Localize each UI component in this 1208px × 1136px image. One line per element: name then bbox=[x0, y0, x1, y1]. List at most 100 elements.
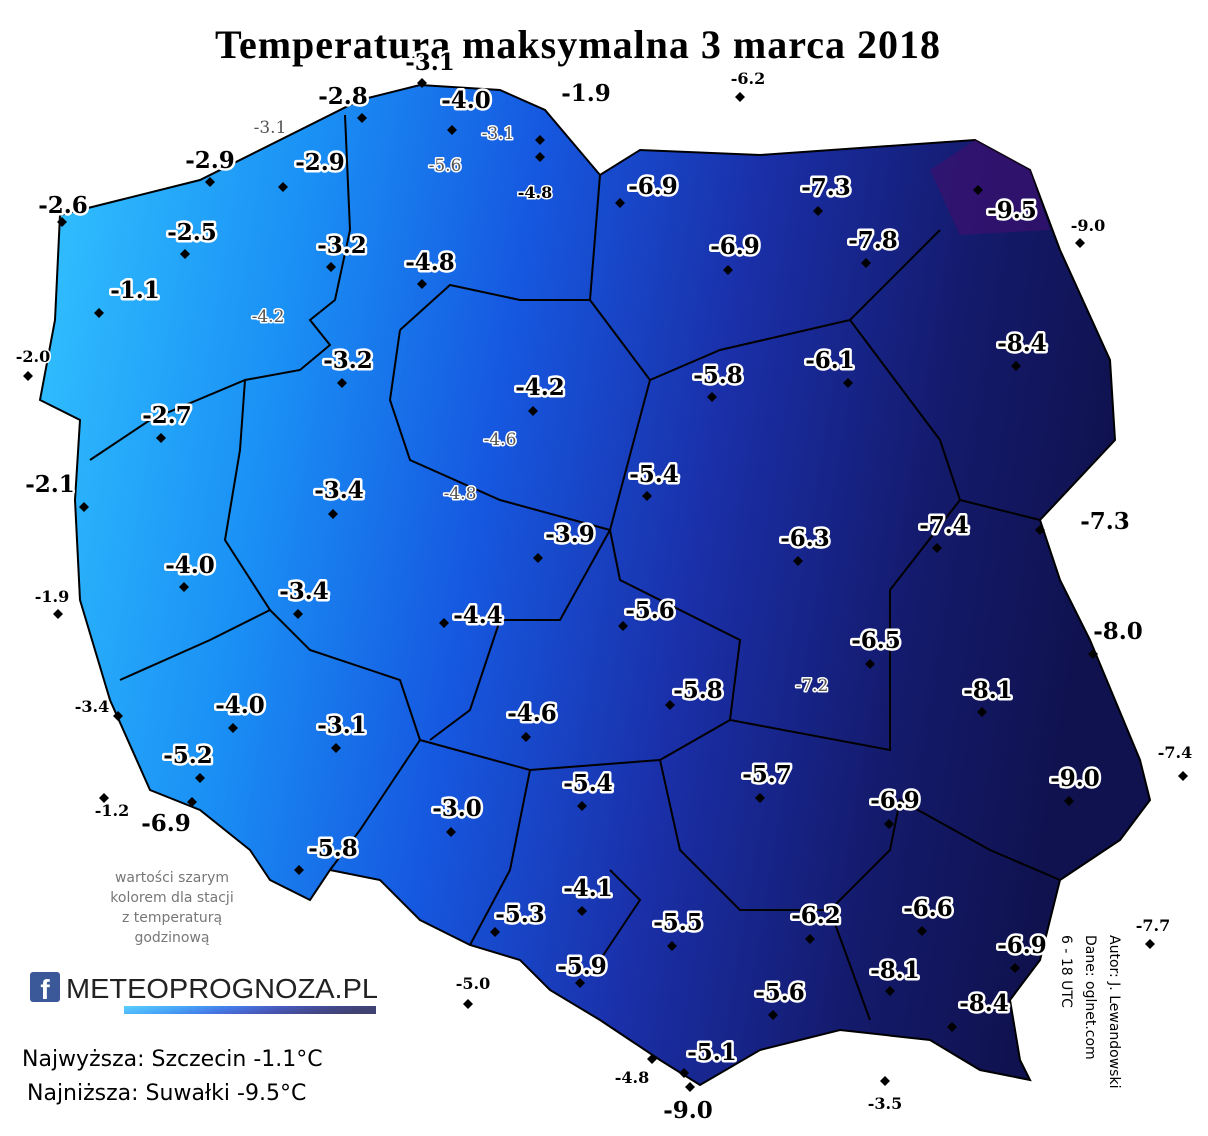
station-hourly-value: -4.6 bbox=[484, 430, 517, 450]
station-small-value: -1.2 bbox=[95, 801, 129, 820]
station-marker bbox=[337, 378, 347, 388]
station-small-value: -9.0 bbox=[1071, 216, 1105, 235]
station-value: -6.9 bbox=[870, 787, 920, 814]
note-line: z temperaturą bbox=[122, 910, 222, 926]
station-marker bbox=[861, 258, 871, 268]
station-value: -9.5 bbox=[987, 197, 1037, 224]
station-marker bbox=[973, 185, 983, 195]
station-value: -5.4 bbox=[629, 461, 679, 488]
station-marker bbox=[535, 152, 545, 162]
station-hourly-value: -4.2 bbox=[252, 307, 285, 327]
station-marker bbox=[417, 279, 427, 289]
station-value: -7.8 bbox=[848, 227, 898, 254]
station-marker bbox=[293, 609, 303, 619]
facebook-icon bbox=[30, 972, 60, 1002]
station-marker bbox=[885, 986, 895, 996]
station-value: -5.5 bbox=[653, 909, 703, 936]
station-value: -6.1 bbox=[805, 347, 855, 374]
station-value: -5.1 bbox=[687, 1039, 737, 1066]
station-small-value: -5.0 bbox=[456, 974, 490, 993]
station-value: -2.6 bbox=[38, 192, 88, 219]
station-marker bbox=[577, 801, 587, 811]
station-marker bbox=[647, 1054, 657, 1064]
station-marker bbox=[932, 543, 942, 553]
station-marker bbox=[813, 206, 823, 216]
credit-line: 6 - 18 UTC bbox=[1058, 935, 1074, 1008]
station-marker bbox=[521, 732, 531, 742]
station-hourly-value: -7.2 bbox=[796, 676, 829, 696]
station-marker bbox=[1178, 771, 1188, 781]
station-value: -6.3 bbox=[780, 525, 830, 552]
footer-max: Najwyższa: Szczecin -1.1°C bbox=[22, 1047, 323, 1072]
station-value: -6.9 bbox=[997, 932, 1047, 959]
station-marker bbox=[535, 135, 545, 145]
station-marker bbox=[228, 723, 238, 733]
station-marker bbox=[685, 1082, 695, 1092]
station-marker bbox=[768, 1010, 778, 1020]
station-marker bbox=[417, 78, 427, 88]
station-marker bbox=[865, 659, 875, 669]
station-marker bbox=[113, 711, 123, 721]
station-marker bbox=[205, 177, 215, 187]
station-marker bbox=[94, 308, 104, 318]
station-marker bbox=[57, 217, 67, 227]
footer-min: Najniższa: Suwałki -9.5°C bbox=[27, 1081, 306, 1106]
credit-line: Dane: oglnet.com bbox=[1082, 935, 1098, 1060]
station-small-value: -1.9 bbox=[35, 587, 69, 606]
station-value: -6.6 bbox=[903, 895, 953, 922]
station-marker bbox=[805, 934, 815, 944]
station-value: -4.0 bbox=[441, 87, 491, 114]
station-hourly-value: -4.8 bbox=[444, 484, 477, 504]
station-marker bbox=[1035, 525, 1045, 535]
station-value: -8.1 bbox=[870, 957, 920, 984]
station-value: -3.2 bbox=[317, 232, 367, 259]
region-northeast bbox=[930, 140, 1050, 235]
country-shape bbox=[38, 83, 1152, 1087]
station-marker bbox=[533, 553, 543, 563]
logo-bar bbox=[124, 1006, 376, 1014]
station-value: -5.2 bbox=[163, 742, 213, 769]
station-marker bbox=[947, 1022, 957, 1032]
station-marker bbox=[156, 433, 166, 443]
station-marker bbox=[446, 827, 456, 837]
station-marker bbox=[723, 265, 733, 275]
station-value: -4.0 bbox=[165, 552, 215, 579]
station-marker bbox=[294, 865, 304, 875]
station-marker bbox=[1064, 796, 1074, 806]
station-marker bbox=[977, 707, 987, 717]
station-value: -4.2 bbox=[515, 374, 565, 401]
station-marker bbox=[793, 556, 803, 566]
station-value: -5.8 bbox=[308, 835, 358, 862]
station-marker bbox=[884, 819, 894, 829]
station-value: -4.8 bbox=[405, 249, 455, 276]
station-marker bbox=[528, 406, 538, 416]
stations: -3.1 -2.8 -4.0 -1.9 -2.9 -2.9 -6.9 -7.3 -9.5 -2.6… bbox=[14, 47, 1193, 1127]
station-marker bbox=[447, 125, 457, 135]
station-value: -3.1 bbox=[405, 49, 455, 76]
station-value: -8.4 bbox=[959, 990, 1009, 1017]
station-value: -3.1 bbox=[317, 712, 367, 739]
station-marker bbox=[328, 509, 338, 519]
station-small-value: -6.2 bbox=[731, 69, 765, 88]
station-marker bbox=[99, 793, 109, 803]
facebook-f: f bbox=[40, 974, 50, 1005]
station-marker bbox=[180, 249, 190, 259]
station-value: -8.4 bbox=[997, 330, 1047, 357]
station-small-value: -7.7 bbox=[1136, 916, 1170, 935]
note-line: kolorem dla stacji bbox=[110, 890, 233, 906]
station-marker bbox=[278, 182, 288, 192]
station-marker bbox=[1075, 238, 1085, 248]
station-value: -8.0 bbox=[1093, 618, 1143, 645]
station-marker bbox=[463, 999, 473, 1009]
region-borders bbox=[89, 114, 1061, 1021]
station-value: -8.1 bbox=[963, 677, 1013, 704]
station-small-value: -3.5 bbox=[868, 1094, 902, 1113]
station-small-value: -4.8 bbox=[615, 1068, 649, 1087]
station-value: -6.9 bbox=[628, 173, 678, 200]
station-marker bbox=[79, 502, 89, 512]
station-value: -3.9 bbox=[545, 521, 595, 548]
station-small-value: -7.4 bbox=[1158, 743, 1192, 762]
station-marker bbox=[53, 609, 63, 619]
station-marker bbox=[707, 392, 717, 402]
station-marker bbox=[179, 582, 189, 592]
